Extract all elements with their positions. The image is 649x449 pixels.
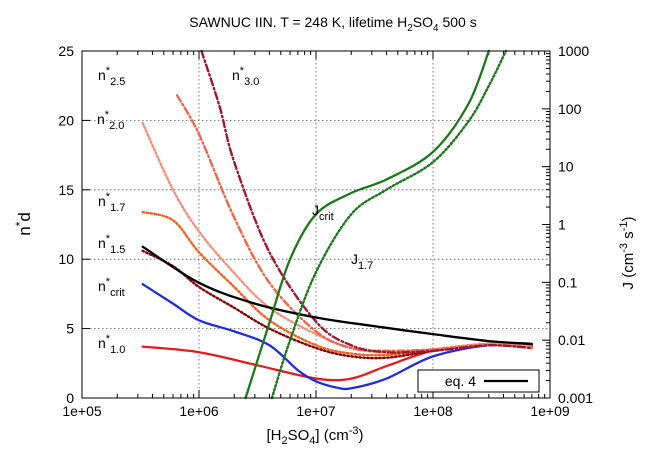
y2-tick-label: 0.001 [558,390,593,406]
plot-frame [81,50,551,399]
x-tick-label: 1e+08 [413,403,453,419]
annotation-label: J1.7 [351,251,373,272]
series-line-8 [244,49,490,400]
x-tick-label: 1e+07 [296,403,336,419]
y-tick-label: 20 [58,112,74,128]
y2-tick-label: 10 [558,159,574,175]
y2-ticks: 0.001 0.01 0.1 1 10 100 1000 [542,43,593,406]
legend-label: eq. 4 [445,373,476,389]
legend: eq. 4 [417,369,540,393]
y-tick-label: 15 [58,182,74,198]
series-line-9 [270,49,508,400]
grid-lines [82,51,550,398]
series-line-5 [175,94,534,353]
series-line-2 [141,249,534,360]
annotation-label: n*crit [98,276,125,299]
annotation-label: n*1.0 [98,333,125,356]
annotation-label: n*3.0 [232,65,259,88]
chart-title: SAWNUC IIN. T = 248 K, lifetime H2SO4 50… [189,14,476,34]
series-line-1 [141,283,534,391]
x-axis-label: [H2SO4] (cm-3) [266,425,363,447]
series-line-4 [141,121,534,354]
legend-box [417,369,540,393]
x-ticks: 1e+05 1e+06 1e+07 1e+08 1e+09 [62,51,570,419]
y-tick-label: 0 [66,390,74,406]
annotation-label: Jcrit [312,202,334,223]
y-tick-label: 5 [66,321,74,337]
y2-tick-label: 1000 [558,43,589,59]
series-annotations: n*2.5 n*3.0 n*2.0 n*1.7 n*1.5 n*crit n*1.0 Jcri… [97,65,373,356]
annotation-label: n*1.7 [98,191,125,214]
y2-tick-label: 0.1 [558,274,578,290]
annotation-label: n*2.5 [98,65,125,88]
y-axis-label: n*d [13,212,34,236]
y2-tick-label: 1 [558,217,566,233]
y2-axis-label: J (cm-3 s-1) [618,217,637,290]
annotation-label: n*2.0 [97,109,124,132]
y-tick-label: 10 [58,251,74,267]
x-tick-label: 1e+09 [530,403,570,419]
x-tick-label: 1e+06 [179,403,219,419]
y-tick-label: 25 [58,43,74,59]
series-line-7 [141,245,534,346]
series-lines [141,49,534,400]
x-tick-label: 1e+05 [62,403,102,419]
y-ticks: 0 5 10 15 20 25 [58,43,90,406]
series-line-6 [200,49,534,354]
y2-tick-label: 0.01 [558,332,585,348]
y2-tick-label: 100 [558,101,582,117]
annotation-label: n*1.5 [98,233,125,256]
